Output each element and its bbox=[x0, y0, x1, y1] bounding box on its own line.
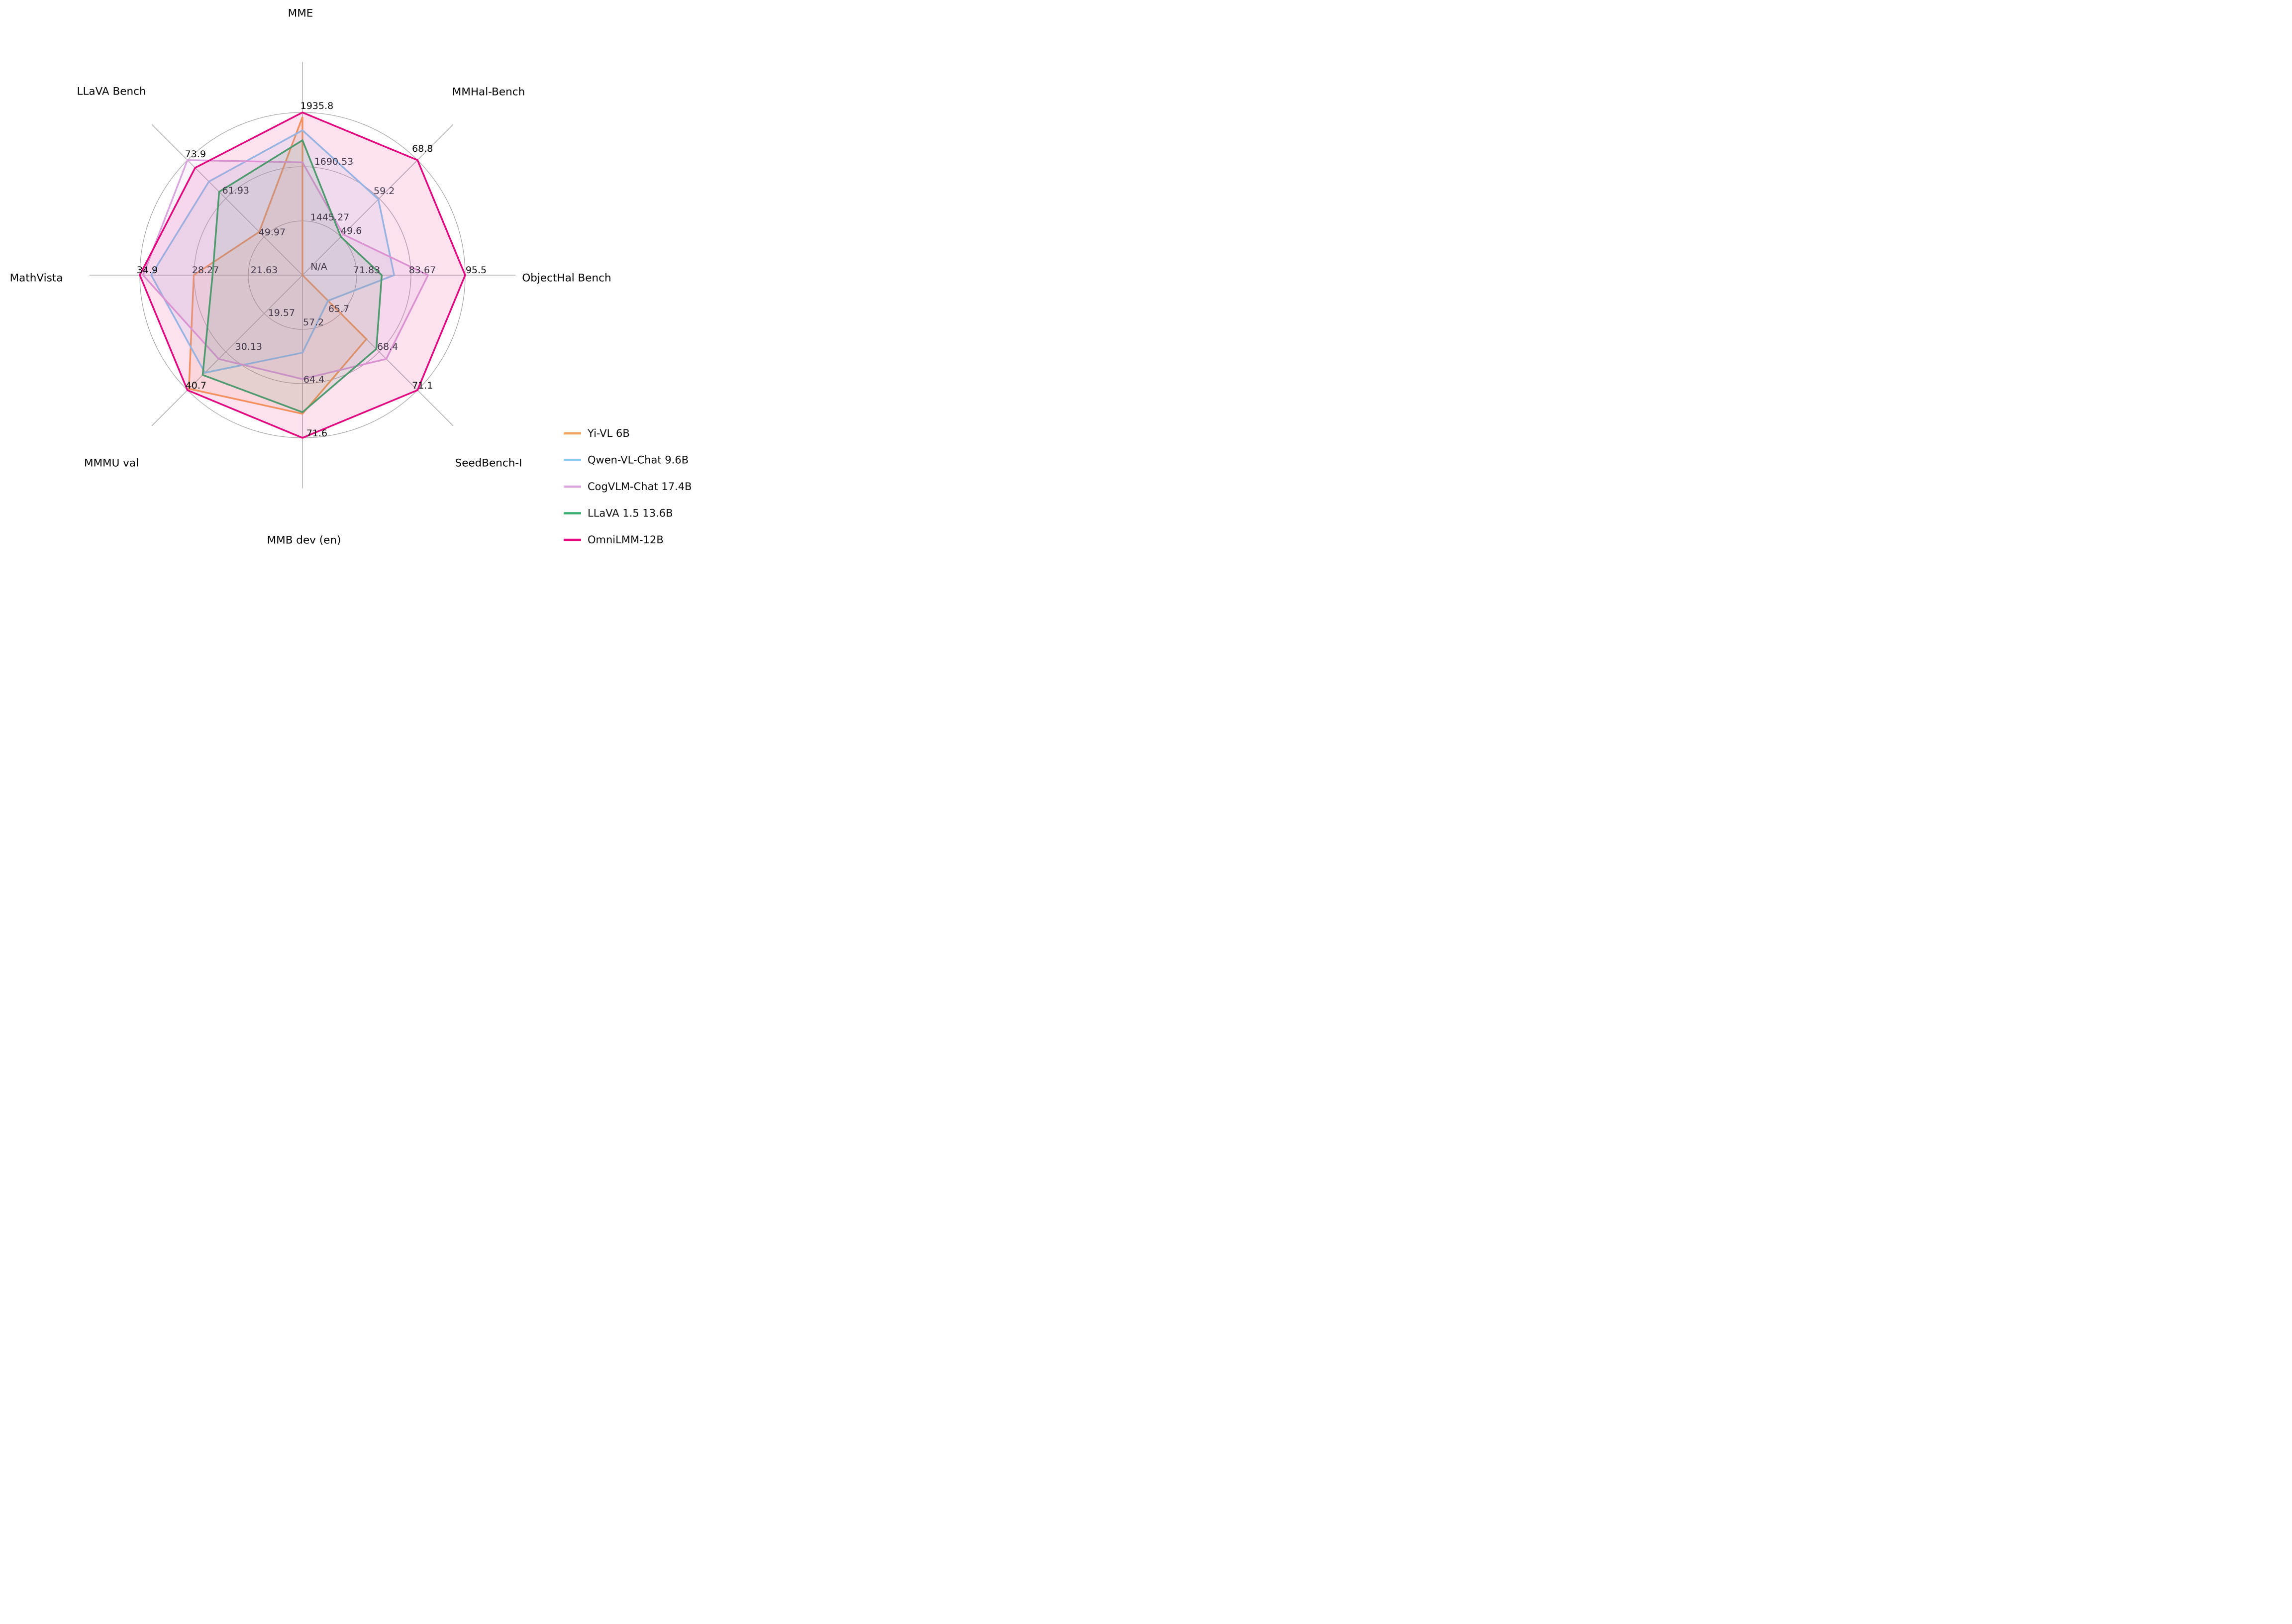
tick-label-objecthal-bench-center-na: N/A bbox=[310, 261, 327, 272]
tick-label-mmmu-val-2: 30.13 bbox=[235, 341, 262, 352]
tick-label-llava-bench-3: 73.9 bbox=[185, 149, 206, 160]
axis-title-objecthal-bench: ObjectHal Bench bbox=[522, 272, 611, 285]
legend-item-cogvlm-chat-17-4b: CogVLM-Chat 17.4B bbox=[564, 481, 692, 493]
tick-label-objecthal-bench-2: 83.67 bbox=[409, 265, 436, 276]
legend-label-omnilmm-12b: OmniLMM-12B bbox=[588, 534, 664, 546]
legend-item-yi-vl-6b: Yi-VL 6B bbox=[564, 427, 630, 439]
legend-label-qwen-vl-chat-9-6b: Qwen-VL-Chat 9.6B bbox=[588, 454, 689, 466]
series-fill-cogvlm-chat-17-4b bbox=[143, 160, 428, 379]
series-omnilmm-12b bbox=[139, 111, 466, 439]
tick-label-mmhal-bench-1: 49.6 bbox=[341, 225, 362, 236]
tick-label-mmhal-bench-2: 59.2 bbox=[374, 186, 395, 197]
tick-label-mathvista-1: 21.63 bbox=[251, 265, 278, 276]
axis-title-mmmu-val: MMMU val bbox=[84, 457, 139, 470]
axis-title-mathvista: MathVista bbox=[10, 272, 63, 285]
radar-chart-figure: 1445.27 1690.53 1935.8 49.6 59.2 68.8 71.83 83.… bbox=[0, 0, 780, 552]
series-outline-omnilmm-12b bbox=[139, 111, 466, 439]
legend: Yi-VL 6B Qwen-VL-Chat 9.6B CogVLM-Chat 17.… bbox=[564, 427, 692, 546]
series-yi-vl-6b bbox=[188, 116, 368, 415]
legend-label-llava-1-5-13-6b: LLaVA 1.5 13.6B bbox=[588, 508, 673, 519]
tick-label-seedbench-i-1: 65.7 bbox=[328, 304, 349, 314]
tick-label-mme-1: 1445.27 bbox=[310, 212, 350, 223]
legend-item-qwen-vl-chat-9-6b: Qwen-VL-Chat 9.6B bbox=[564, 454, 689, 466]
tick-label-llava-bench-2: 61.93 bbox=[222, 185, 249, 196]
tick-label-mme-3: 1935.8 bbox=[300, 101, 333, 111]
legend-item-omnilmm-12b: OmniLMM-12B bbox=[564, 534, 664, 546]
series-llava-1-5-13-6b bbox=[201, 139, 383, 413]
axis-title-mmb-dev-en: MMB dev (en) bbox=[267, 534, 341, 547]
tick-label-mme-2: 1690.53 bbox=[314, 156, 354, 167]
axis-title-mme: MME bbox=[288, 7, 313, 20]
series-qwen-vl-chat-9-6b bbox=[150, 129, 396, 374]
tick-label-mathvista-2: 28.27 bbox=[192, 265, 219, 276]
series-fill-qwen-vl-chat-9-6b bbox=[151, 130, 395, 373]
series-cogvlm-chat-17-4b bbox=[142, 159, 429, 380]
tick-label-mmb-dev-en-2: 64.4 bbox=[303, 374, 324, 385]
legend-label-yi-vl-6b: Yi-VL 6B bbox=[587, 427, 630, 439]
axis-title-llava-bench: LLaVA Bench bbox=[77, 86, 146, 98]
tick-label-seedbench-i-2: 68.4 bbox=[377, 341, 398, 352]
legend-item-llava-1-5-13-6b: LLaVA 1.5 13.6B bbox=[564, 508, 673, 519]
tick-label-objecthal-bench-1: 71.83 bbox=[353, 265, 380, 276]
radar-chart: 1445.27 1690.53 1935.8 49.6 59.2 68.8 71.83 83.… bbox=[10, 7, 692, 547]
tick-label-mmb-dev-en-3: 71.6 bbox=[306, 428, 327, 439]
tick-label-seedbench-i-3: 71.1 bbox=[412, 380, 433, 391]
tick-label-llava-bench-1: 49.97 bbox=[259, 227, 286, 238]
axis-spoke-llava-bench bbox=[151, 124, 303, 276]
series-outline-yi-vl-6b bbox=[188, 116, 368, 415]
tick-label-mathvista-3: 34.9 bbox=[137, 265, 158, 276]
axis-title-mmhal-bench: MMHal-Bench bbox=[452, 86, 525, 99]
series-outline-cogvlm-chat-17-4b bbox=[142, 159, 429, 380]
tick-label-mmhal-bench-3: 68.8 bbox=[412, 143, 433, 154]
axis-spoke-mmmu-val bbox=[151, 275, 303, 426]
series-outline-qwen-vl-chat-9-6b bbox=[150, 129, 396, 374]
tick-label-mmb-dev-en-1: 57.2 bbox=[303, 317, 324, 328]
tick-label-mmmu-val-1: 19.57 bbox=[268, 307, 295, 318]
series-outline-llava-1-5-13-6b bbox=[201, 139, 383, 413]
tick-label-objecthal-bench-3: 95.5 bbox=[466, 265, 487, 276]
series-fill-yi-vl-6b bbox=[189, 117, 367, 414]
axis-title-seedbench-i: SeedBench-I bbox=[455, 457, 522, 470]
series-fill-llava-1-5-13-6b bbox=[202, 140, 382, 412]
series-fill-omnilmm-12b bbox=[140, 112, 465, 438]
legend-label-cogvlm-chat-17-4b: CogVLM-Chat 17.4B bbox=[588, 481, 692, 493]
tick-label-mmmu-val-3: 40.7 bbox=[186, 380, 206, 391]
